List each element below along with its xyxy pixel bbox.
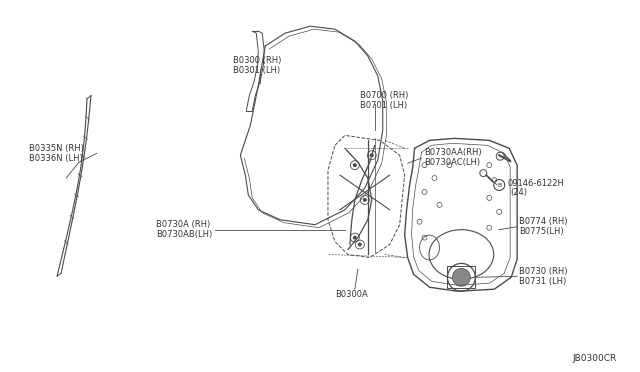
- Text: B0730AC(LH): B0730AC(LH): [424, 158, 481, 167]
- Circle shape: [353, 235, 357, 240]
- Text: 09146-6122H: 09146-6122H: [507, 179, 564, 187]
- Text: B0731 (LH): B0731 (LH): [519, 277, 566, 286]
- Circle shape: [370, 153, 374, 157]
- Text: B0701 (LH): B0701 (LH): [360, 101, 407, 110]
- Text: B0336N (LH): B0336N (LH): [29, 154, 83, 163]
- Text: B: B: [497, 183, 501, 187]
- Text: B0700 (RH): B0700 (RH): [360, 91, 408, 100]
- Text: B0301 (LH): B0301 (LH): [234, 66, 280, 76]
- Text: B0730 (RH): B0730 (RH): [519, 267, 568, 276]
- Text: B0300 (RH): B0300 (RH): [234, 57, 282, 65]
- Text: B0335N (RH): B0335N (RH): [29, 144, 84, 153]
- Text: B0774 (RH): B0774 (RH): [519, 217, 568, 226]
- Text: B0730AB(LH): B0730AB(LH): [156, 230, 212, 239]
- Text: JB0300CR: JB0300CR: [572, 354, 617, 363]
- Text: B0300A: B0300A: [335, 290, 368, 299]
- Text: (24): (24): [510, 189, 527, 198]
- Text: B0730AA(RH): B0730AA(RH): [424, 148, 482, 157]
- Circle shape: [452, 268, 470, 286]
- Text: B0730A (RH): B0730A (RH): [156, 220, 210, 229]
- Text: B0775(LH): B0775(LH): [519, 227, 564, 236]
- Circle shape: [363, 198, 367, 202]
- Circle shape: [353, 163, 357, 167]
- Circle shape: [358, 243, 362, 247]
